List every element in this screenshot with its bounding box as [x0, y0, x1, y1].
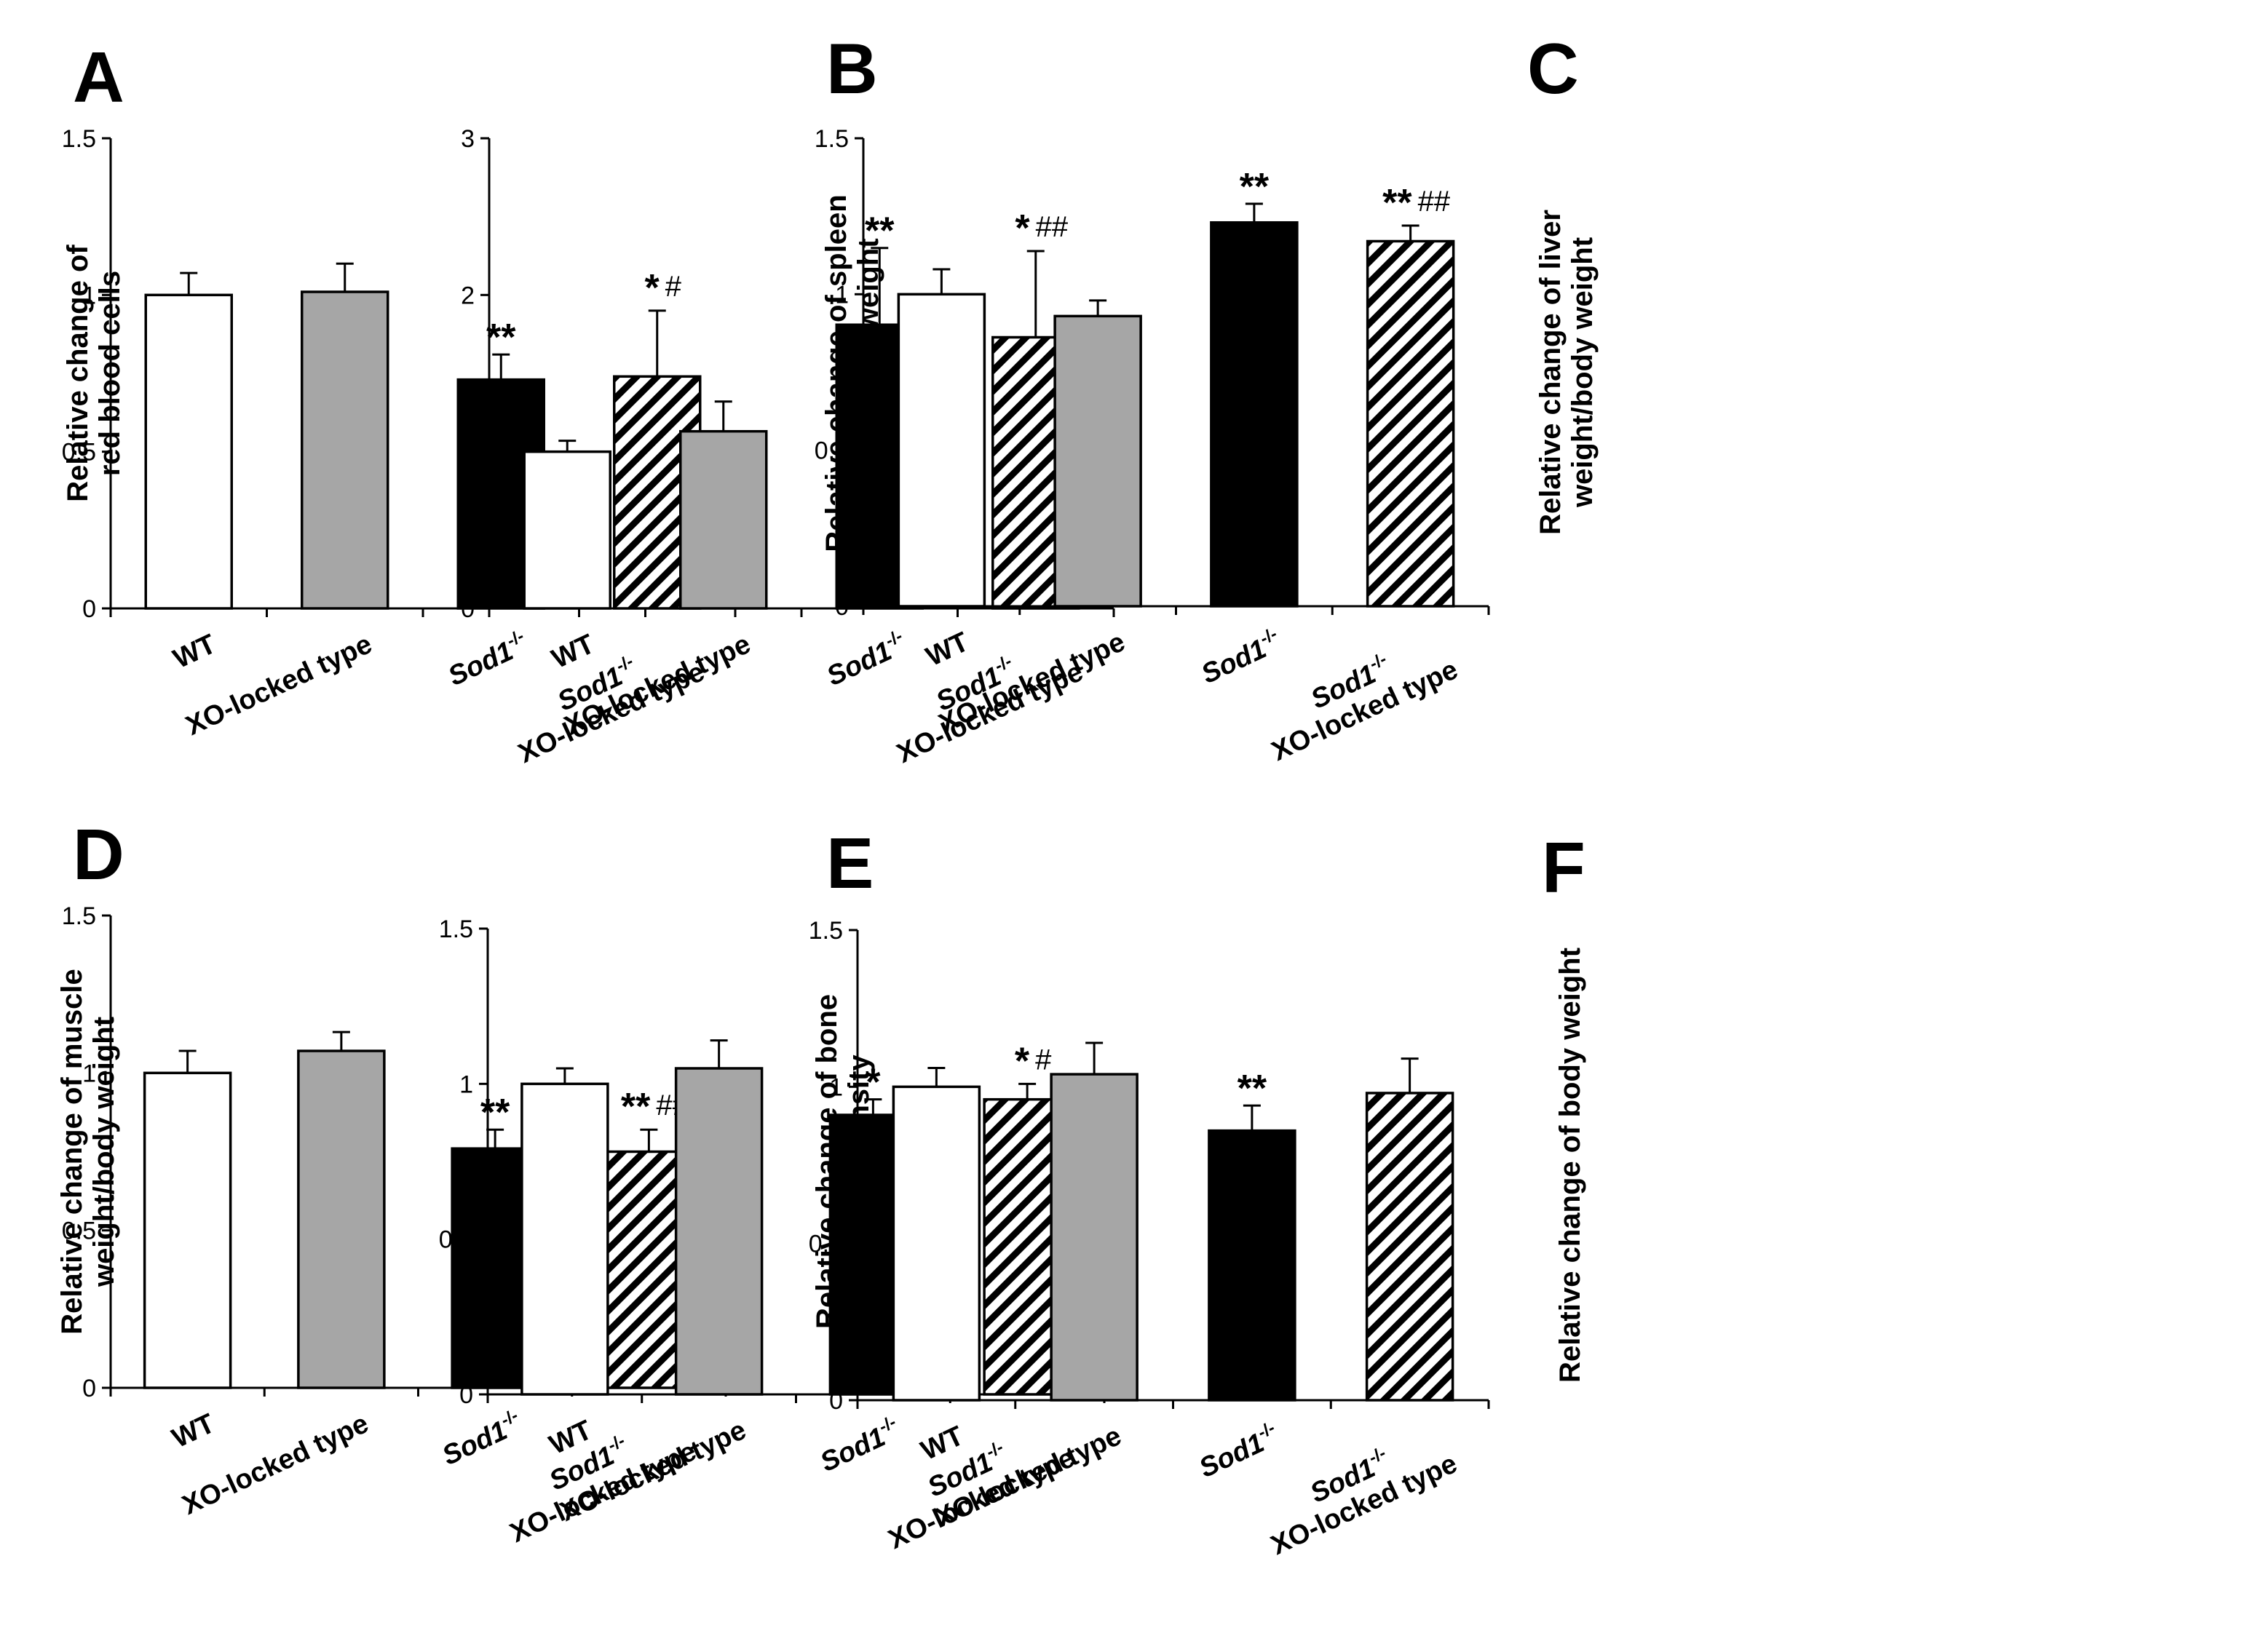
y-tick-label: 0 [82, 595, 96, 623]
x-tick-label: WT [167, 1408, 219, 1454]
bar [674, 1067, 764, 1396]
y-tick-label: 1.5 [62, 125, 96, 153]
x-tick-label: Sod1-/- [1196, 624, 1286, 690]
significance-label: * ## [1015, 207, 1068, 250]
y-tick-label: 0.5 [62, 1218, 96, 1245]
panel-letter: E [826, 823, 874, 903]
panel-letter: A [73, 37, 124, 117]
y-tick-label: 0 [835, 593, 849, 621]
y-tick-label: 0.5 [815, 437, 849, 465]
y-tick-label: 0 [82, 1375, 96, 1402]
y-tick-label: 1 [461, 439, 475, 466]
bar [144, 293, 233, 610]
panel-letter: B [826, 28, 878, 108]
significance-label: * # [1015, 1040, 1052, 1082]
panel-letter: F [1542, 827, 1585, 908]
bar [1050, 1073, 1139, 1402]
panel-letter: C [1527, 28, 1579, 108]
y-tick-label: 1.5 [809, 917, 843, 945]
bar [143, 1071, 232, 1389]
y-tick-label: 0 [459, 1381, 473, 1409]
y-tick-label: 1 [829, 1073, 843, 1101]
y-tick-label: 3 [461, 125, 475, 153]
significance-label: * # [645, 267, 682, 309]
bar [1366, 239, 1455, 608]
significance-label: * [866, 1062, 881, 1104]
y-tick-label: 2 [461, 282, 475, 309]
y-tick-label: 1 [82, 1060, 96, 1087]
y-axis-label: Relative change of body weight [1554, 948, 1586, 1383]
x-tick-label: Sod1-/- [443, 626, 533, 692]
significance-label: ** [865, 210, 895, 253]
x-tick-label: WT [547, 629, 599, 675]
x-tick-label: Sod1-/- [821, 626, 911, 692]
x-tick-label: Sod1-/- [815, 1412, 905, 1478]
significance-label: ** [480, 1092, 510, 1134]
x-tick-label: Sod1-/-XO-locked type [1252, 1418, 1462, 1561]
bar [1365, 1092, 1454, 1402]
y-tick-label: 0.5 [809, 1231, 843, 1258]
bar [892, 1085, 981, 1402]
significance-label: ** [1240, 166, 1270, 208]
bar [1053, 314, 1142, 608]
y-tick-label: 0.5 [439, 1226, 473, 1254]
y-tick-label: 1 [835, 281, 849, 309]
y-tick-label: 1.5 [815, 125, 849, 153]
y-tick-label: 0 [461, 595, 475, 623]
bar [523, 450, 611, 610]
significance-label: ** [1238, 1068, 1267, 1110]
y-axis-label: Relative change of bonemineral density [811, 994, 875, 1329]
y-tick-label: 1 [459, 1071, 473, 1098]
x-tick-label: Sod1-/- [437, 1405, 527, 1472]
x-tick-label: WT [169, 629, 221, 675]
y-tick-label: 1 [82, 282, 96, 309]
y-tick-label: 0 [829, 1387, 843, 1415]
bar [679, 429, 768, 610]
significance-label: ** [486, 317, 516, 359]
panel-letter: D [73, 814, 124, 894]
y-axis-label: Relative change of liverweight/body weig… [1535, 210, 1599, 535]
bar [1208, 1129, 1296, 1402]
x-tick-label: WT [922, 627, 973, 672]
y-tick-label: 1.5 [439, 916, 473, 943]
bar [1210, 221, 1299, 608]
bar [897, 293, 986, 608]
y-axis-label: Relative change of muscleweight/body wei… [56, 969, 120, 1334]
y-tick-label: 1.5 [62, 902, 96, 930]
bar [297, 1049, 386, 1389]
bar [520, 1082, 609, 1396]
y-axis-label: Relative change ofred blood cells [62, 245, 126, 502]
significance-label: ** ## [1382, 182, 1451, 224]
x-tick-label: Sod1-/-XO-locked type [1253, 624, 1462, 767]
x-tick-label: Sod1-/- [1194, 1418, 1284, 1484]
y-axis-label: Relative change of spleenweight/body wei… [820, 194, 884, 552]
bar [301, 290, 389, 610]
y-tick-label: 0.5 [62, 439, 96, 466]
